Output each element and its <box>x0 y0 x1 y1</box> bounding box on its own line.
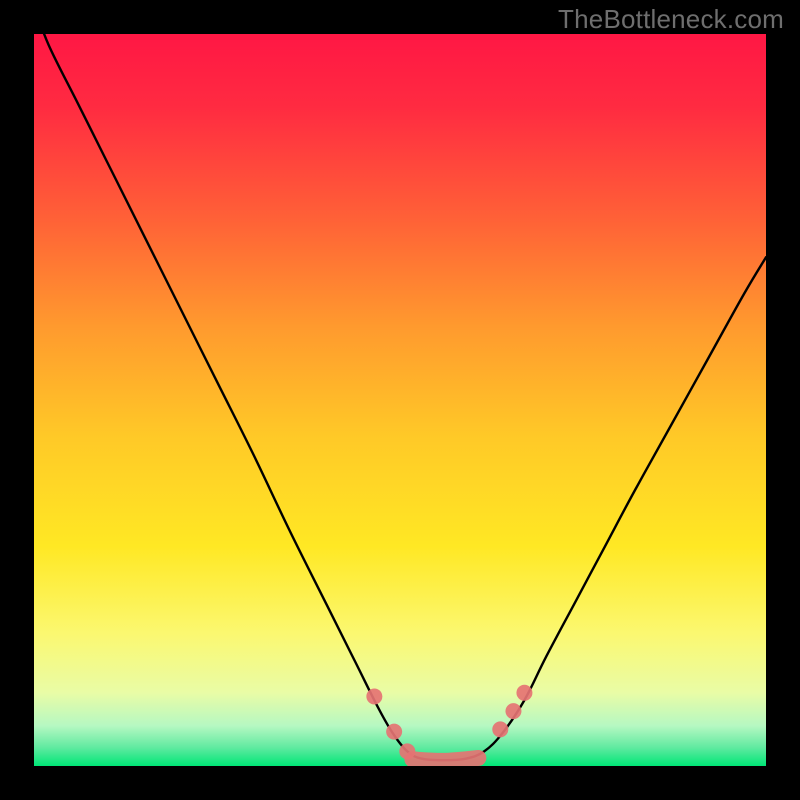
gradient-background <box>34 34 766 766</box>
bottleneck-curve-chart <box>34 34 766 766</box>
curve-marker <box>366 688 382 704</box>
curve-marker <box>386 724 402 740</box>
curve-marker <box>492 721 508 737</box>
curve-marker <box>399 743 415 759</box>
curve-marker <box>516 685 532 701</box>
chart-svg <box>34 34 766 766</box>
valley-floor-band <box>412 758 478 761</box>
watermark-text: TheBottleneck.com <box>558 4 784 35</box>
curve-marker <box>505 703 521 719</box>
chart-stage: TheBottleneck.com <box>0 0 800 800</box>
